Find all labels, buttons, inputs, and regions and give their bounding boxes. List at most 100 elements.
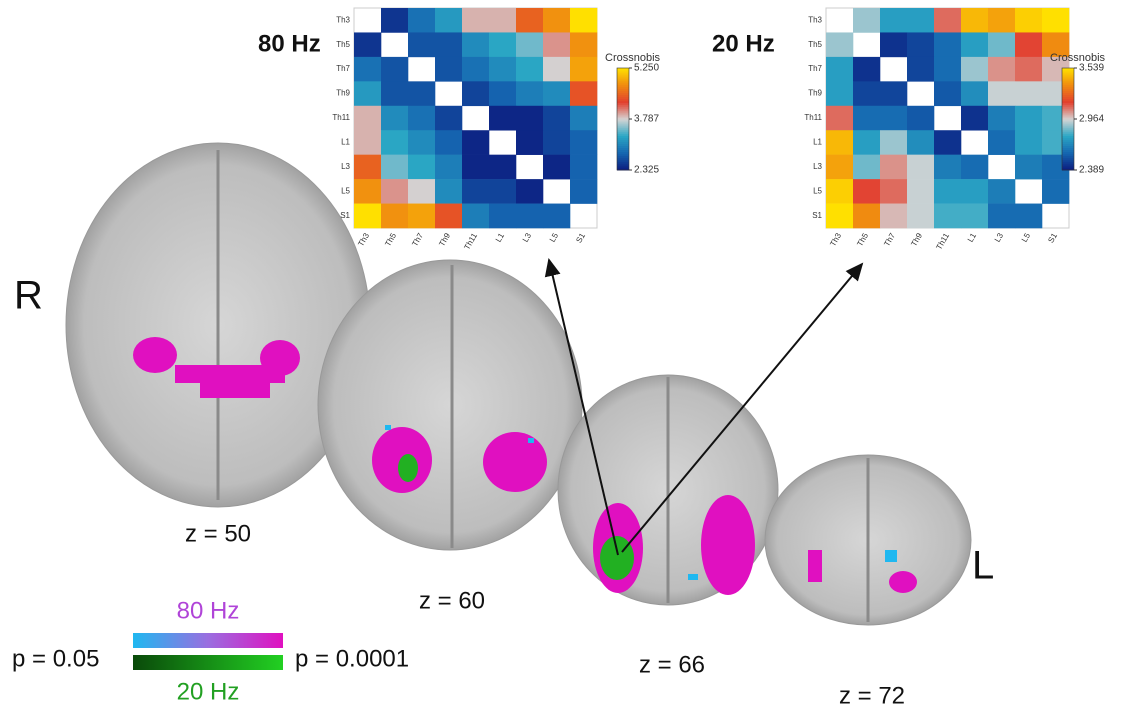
x-tick-label: L1	[494, 231, 507, 244]
heatmap-cell	[543, 106, 570, 131]
heatmap-cell	[570, 32, 597, 57]
heatmap-cell	[381, 106, 408, 131]
x-tick-label: Th3	[828, 231, 843, 248]
y-tick-label: L3	[813, 162, 822, 171]
x-tick-label: Th11	[934, 231, 951, 251]
heatmap-cell	[516, 106, 543, 131]
heatmap-cell	[354, 204, 381, 229]
legend-label: p = 0.05	[12, 645, 99, 672]
x-tick-label: L3	[521, 231, 534, 244]
heatmap-cell	[381, 155, 408, 180]
x-tick-label: Th3	[356, 231, 371, 248]
heatmap-cell	[988, 8, 1015, 33]
colorbar-tick-label: 3.787	[634, 114, 659, 125]
heatmap-cell	[462, 8, 489, 33]
colorbar-tick-label: 2.964	[1079, 114, 1104, 125]
heatmap-cell	[570, 81, 597, 106]
y-tick-label: Th11	[332, 113, 350, 122]
heatmap-cell	[543, 32, 570, 57]
heatmap-cell	[462, 179, 489, 204]
heatmap-cell	[907, 155, 934, 180]
legend-label: p = 0.0001	[295, 645, 409, 672]
heatmap-cell	[408, 130, 435, 155]
heatmap-cell	[907, 8, 934, 33]
heatmap-cell	[354, 130, 381, 155]
heatmap-cell	[907, 57, 934, 82]
x-tick-label: Th5	[383, 231, 398, 248]
heatmap-cell	[1015, 106, 1042, 131]
heatmap-cell	[489, 57, 516, 82]
heatmap-cell	[570, 8, 597, 33]
heatmap-cell	[489, 106, 516, 131]
heatmap-cell	[907, 130, 934, 155]
heatmap-cell	[988, 32, 1015, 57]
y-tick-label: L1	[813, 138, 822, 147]
heatmap-cell	[381, 81, 408, 106]
heatmap-cell	[880, 155, 907, 180]
heatmap-cell	[853, 57, 880, 82]
colorbar-tick-label: 2.325	[634, 165, 659, 176]
heatmap-cell	[880, 106, 907, 131]
heatmap-cell	[907, 204, 934, 229]
y-tick-label: L3	[341, 162, 350, 171]
heatmap-cell	[961, 155, 988, 180]
heatmap-cell	[462, 155, 489, 180]
heatmap-cell	[961, 204, 988, 229]
heatmap-cell	[462, 81, 489, 106]
heatmap-cell	[1015, 57, 1042, 82]
heatmap-cell	[408, 81, 435, 106]
x-tick-label: Th11	[462, 231, 479, 251]
heatmap-cell	[354, 57, 381, 82]
heatmap-cell	[880, 130, 907, 155]
colorbar-tick-label: 3.539	[1079, 63, 1104, 74]
heatmap-cell	[435, 106, 462, 131]
heatmap-cell	[880, 204, 907, 229]
heatmap-cell	[381, 130, 408, 155]
heatmap-cell	[516, 57, 543, 82]
heatmap-cell	[907, 32, 934, 57]
y-tick-label: Th9	[808, 89, 822, 98]
x-tick-label: S1	[1046, 231, 1059, 244]
heatmap-cell	[988, 106, 1015, 131]
heatmap-cell	[988, 57, 1015, 82]
heatmap-cell	[826, 155, 853, 180]
heatmap-cell	[543, 57, 570, 82]
heatmap-cell	[988, 81, 1015, 106]
heatmap-cell	[462, 130, 489, 155]
y-tick-label: Th5	[336, 40, 350, 49]
heatmap-cell	[570, 155, 597, 180]
heatmap-cell	[435, 130, 462, 155]
heatmap-cell	[826, 57, 853, 82]
heatmap-cell	[516, 204, 543, 229]
heatmap-cell	[961, 8, 988, 33]
heatmap-cell	[934, 32, 961, 57]
slice-label: z = 72	[839, 682, 905, 709]
x-tick-label: Th5	[855, 231, 870, 248]
heatmap-cell	[354, 106, 381, 131]
y-tick-label: L5	[813, 186, 822, 195]
legend-bar	[133, 633, 283, 648]
heatmap-cell	[853, 8, 880, 33]
heatmap-cell	[489, 204, 516, 229]
heatmap-cell	[462, 204, 489, 229]
heatmap-cell	[853, 130, 880, 155]
colorbar-tick-label: 2.389	[1079, 165, 1104, 176]
heatmap-cell	[462, 32, 489, 57]
heatmap-cell	[880, 32, 907, 57]
heatmap-cell	[489, 8, 516, 33]
slice-label: z = 50	[185, 520, 251, 547]
legend-title: 20 Hz	[177, 678, 240, 705]
heatmap-cell	[826, 130, 853, 155]
heatmap-cell	[543, 130, 570, 155]
heatmap-cell	[934, 179, 961, 204]
heatmap-cell	[880, 8, 907, 33]
x-tick-label: Th9	[909, 231, 924, 248]
x-tick-label: Th9	[437, 231, 452, 248]
heatmap-cell	[408, 8, 435, 33]
heatmap-cell	[354, 155, 381, 180]
heatmap-cell	[1015, 155, 1042, 180]
heatmap-cell	[354, 32, 381, 57]
y-tick-label: L5	[341, 186, 350, 195]
heatmap-cell	[907, 179, 934, 204]
heatmap-cell	[570, 106, 597, 131]
